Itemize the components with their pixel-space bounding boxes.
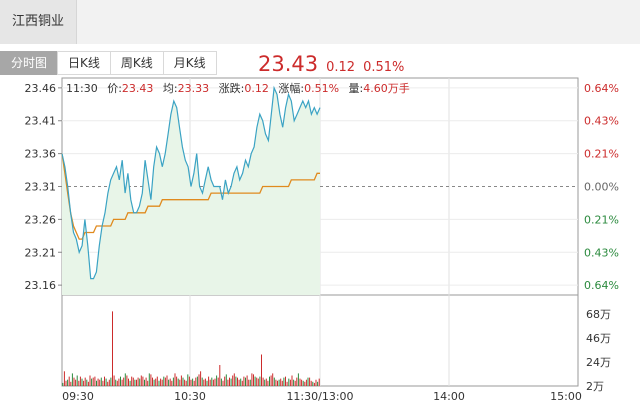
- volume-tick-label: 68万: [586, 308, 611, 321]
- price-line: [61, 85, 321, 280]
- info-time: 11:30: [66, 82, 98, 95]
- info-price: 23.43: [121, 82, 154, 95]
- quote-summary: 23.43 0.12 0.51%: [258, 52, 404, 76]
- price-tick-label: 23.26: [25, 213, 57, 226]
- time-tick-label: 11:30/13:00: [286, 390, 353, 403]
- info-pct-label: 涨幅:: [278, 82, 305, 95]
- chart-tabs: 分时图 日K线 周K线 月K线: [0, 51, 217, 75]
- tab-intraday[interactable]: 分时图: [0, 51, 59, 75]
- price-tick-label: 23.46: [25, 82, 57, 95]
- volume-tick-label: 46万: [586, 332, 611, 345]
- price-change: 0.12: [326, 60, 356, 75]
- volume-tick-label: 24万: [586, 356, 611, 369]
- price-change-pct: 0.51%: [363, 60, 405, 75]
- price-tick-label: 23.16: [25, 279, 57, 292]
- time-tick-label: 10:30: [174, 390, 206, 403]
- info-avg-label: 均:: [162, 82, 178, 95]
- pct-tick-label: 0.21%: [584, 148, 619, 161]
- time-tick-label: 15:00: [550, 390, 582, 403]
- time-tick-label: 09:30: [62, 390, 94, 403]
- info-change-label: 涨跌:: [218, 82, 245, 95]
- pct-tick-label: 0.00%: [584, 181, 619, 194]
- top-bar: 江西铜业: [0, 0, 640, 44]
- price-tick-label: 23.36: [25, 148, 57, 161]
- pct-tick-label: 0.43%: [584, 246, 619, 259]
- time-tick-label: 14:00: [433, 390, 465, 403]
- price-tick-label: 23.31: [25, 181, 57, 194]
- volume-tick-label: 2万: [586, 380, 604, 393]
- info-vol-label: 量:: [348, 82, 364, 95]
- price-tick-label: 23.21: [25, 246, 57, 259]
- crosshair-info: 11:30 价:23.43 均:23.33 涨跌:0.12 涨幅:0.51% 量…: [66, 80, 410, 96]
- info-pct: 0.51%: [304, 82, 340, 95]
- pct-tick-label: 0.64%: [584, 82, 619, 95]
- info-change: 0.12: [244, 82, 269, 95]
- info-avg: 23.33: [177, 82, 210, 95]
- info-vol: 4.60万手: [363, 82, 410, 95]
- tab-weekly-k[interactable]: 周K线: [109, 51, 164, 75]
- current-price: 23.43: [258, 52, 319, 76]
- stock-name-tab[interactable]: 江西铜业: [0, 0, 77, 44]
- info-price-label: 价:: [107, 82, 122, 95]
- price-tick-label: 23.41: [25, 115, 57, 128]
- pct-tick-label: 0.43%: [584, 115, 619, 128]
- pct-tick-label: 0.64%: [584, 279, 619, 292]
- pct-tick-label: 0.21%: [584, 213, 619, 226]
- tab-monthly-k[interactable]: 月K线: [162, 51, 217, 75]
- avg-price-line: [61, 153, 320, 240]
